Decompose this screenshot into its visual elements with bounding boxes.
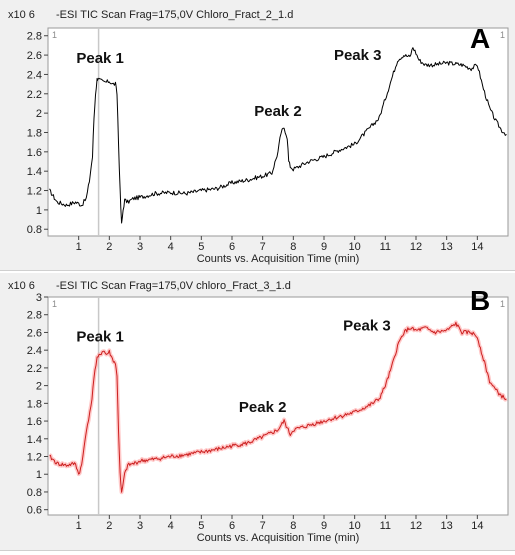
x-tick-label: 7 <box>260 241 266 253</box>
x-tick-label: 5 <box>198 520 204 532</box>
x-tick-label: 3 <box>137 520 143 532</box>
x-tick-label: 8 <box>290 520 296 532</box>
x-tick-label: 10 <box>349 520 361 532</box>
y-tick-label: 1.4 <box>27 166 42 178</box>
y-tick-label: 2.4 <box>27 69 42 81</box>
corner-marker-right: 1 <box>500 30 505 40</box>
x-axis-label: Counts vs. Acquisition Time (min) <box>197 532 360 544</box>
x-tick-label: 4 <box>168 520 174 532</box>
y-tick-label: 0.6 <box>27 505 42 517</box>
series-trace-line <box>49 47 507 224</box>
y-tick-label: 0.8 <box>27 224 42 236</box>
peak-annotation: Peak 1 <box>76 328 124 345</box>
x-tick-label: 1 <box>76 241 82 253</box>
y-multiplier: x10 6 <box>8 9 35 21</box>
corner-marker-left: 1 <box>52 299 57 309</box>
y-tick-label: 2.6 <box>27 327 42 339</box>
x-tick-label: 9 <box>321 241 327 253</box>
x-tick-label: 2 <box>106 520 112 532</box>
series-trace-line <box>49 321 507 493</box>
y-tick-label: 1.2 <box>27 452 42 464</box>
x-tick-label: 12 <box>410 520 422 532</box>
y-tick-label: 3 <box>36 292 42 304</box>
y-tick-label: 1.2 <box>27 186 42 198</box>
x-tick-label: 14 <box>471 520 483 532</box>
peak-annotation: Peak 3 <box>334 47 382 64</box>
chart-a-svg: x10 6 -ESI TIC Scan Frag=175,0V Chloro_Fr… <box>8 9 509 265</box>
corner-marker-right: 1 <box>500 299 505 309</box>
x-tick-label: 3 <box>137 241 143 253</box>
x-tick-label: 13 <box>441 241 453 253</box>
chart-panel-a: x10 6 -ESI TIC Scan Frag=175,0V Chloro_Fr… <box>0 0 515 271</box>
x-tick-label: 6 <box>229 520 235 532</box>
peak-annotation: Peak 1 <box>76 50 124 67</box>
x-tick-label: 11 <box>380 520 391 532</box>
y-tick-label: 2.8 <box>27 310 42 322</box>
x-tick-label: 12 <box>410 241 422 253</box>
x-tick-label: 1 <box>76 520 82 532</box>
y-tick-label: 1.6 <box>27 147 42 159</box>
x-tick-label: 6 <box>229 241 235 253</box>
x-tick-label: 14 <box>471 241 483 253</box>
y-tick-label: 2 <box>36 108 42 120</box>
peak-annotation: Peak 2 <box>254 103 302 120</box>
peak-annotation: Peak 2 <box>239 399 287 416</box>
y-multiplier: x10 6 <box>8 280 35 292</box>
y-tick-label: 2.4 <box>27 345 42 357</box>
x-tick-label: 10 <box>349 241 361 253</box>
y-tick-label: 1 <box>36 469 42 481</box>
x-tick-label: 11 <box>380 241 391 253</box>
corner-marker-left: 1 <box>52 30 57 40</box>
y-tick-label: 2.8 <box>27 31 42 43</box>
chart-panel-b: x10 6 -ESI TIC Scan Frag=175,0V chloro_Fr… <box>0 273 515 551</box>
panel-label: B <box>470 285 490 316</box>
chart-title: -ESI TIC Scan Frag=175,0V chloro_Fract_3… <box>56 280 291 292</box>
y-tick-label: 2.2 <box>27 89 42 101</box>
panel-label: A <box>470 23 490 54</box>
x-tick-label: 4 <box>168 241 174 253</box>
chart-title: -ESI TIC Scan Frag=175,0V Chloro_Fract_2… <box>56 9 293 21</box>
y-tick-label: 2.6 <box>27 50 42 62</box>
y-tick-label: 1.4 <box>27 434 42 446</box>
x-tick-label: 2 <box>106 241 112 253</box>
x-tick-label: 7 <box>260 520 266 532</box>
x-tick-label: 9 <box>321 520 327 532</box>
x-tick-label: 8 <box>290 241 296 253</box>
y-tick-label: 0.8 <box>27 487 42 499</box>
y-tick-label: 1 <box>36 205 42 217</box>
y-tick-label: 1.6 <box>27 416 42 428</box>
x-axis-label: Counts vs. Acquisition Time (min) <box>197 253 360 265</box>
y-tick-label: 2.2 <box>27 363 42 375</box>
peak-annotation: Peak 3 <box>343 318 391 335</box>
chart-b-svg: x10 6 -ESI TIC Scan Frag=175,0V chloro_Fr… <box>8 280 509 544</box>
y-tick-label: 2 <box>36 381 42 393</box>
x-tick-label: 13 <box>441 520 453 532</box>
x-tick-label: 5 <box>198 241 204 253</box>
y-tick-label: 1.8 <box>27 127 42 139</box>
y-tick-label: 1.8 <box>27 398 42 410</box>
